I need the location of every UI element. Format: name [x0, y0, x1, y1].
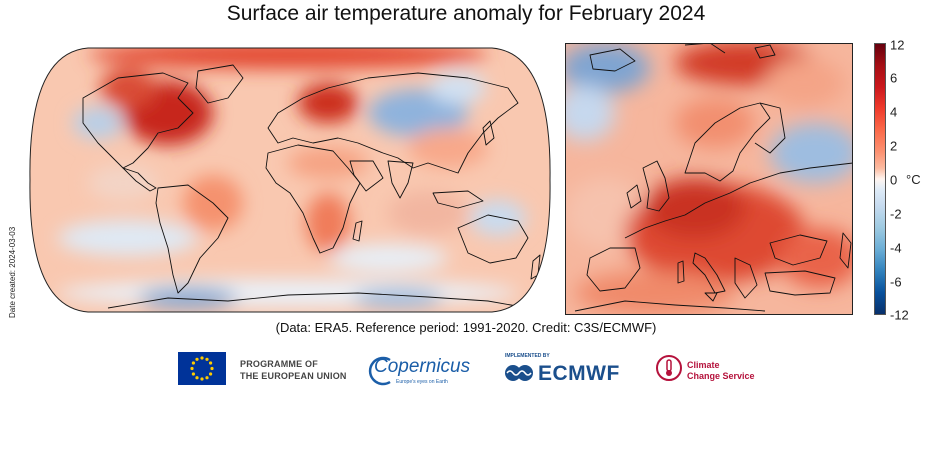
ecmwf-implemented-label: IMPLEMENTED BY	[505, 353, 550, 359]
colorbar-tick: -2	[890, 206, 902, 222]
copernicus-wordmark: Copernicus	[374, 356, 471, 377]
eu-text-line: PROGRAMME OF	[240, 359, 318, 369]
c3s-wordmark: Climate Change Service	[687, 360, 755, 382]
world-anomaly-map	[29, 47, 551, 313]
colorbar	[874, 43, 886, 315]
colorbar-unit: °C	[906, 172, 921, 187]
c3s-thermometer-icon	[655, 354, 683, 382]
ecmwf-wave-icon	[504, 364, 534, 382]
eu-flag-logo	[178, 352, 226, 385]
eu-text-line: THE EUROPEAN UNION	[240, 371, 347, 381]
ecmwf-wordmark: ECMWF	[538, 362, 620, 385]
copernicus-tagline: Europe's eyes on Earth	[396, 379, 448, 385]
europe-anomaly-map	[565, 43, 853, 315]
page-title: Surface air temperature anomaly for Febr…	[226, 2, 706, 25]
copernicus-logo: Copernicus Europe's eyes on Earth	[368, 352, 471, 392]
c3s-text-line: Climate	[687, 360, 720, 370]
colorbar-tick: -12	[890, 307, 909, 323]
date-created-label: Date created: 2024-03-03	[8, 226, 17, 318]
colorbar-tick: -4	[890, 240, 902, 256]
eu-programme-text: PROGRAMME OF THE EUROPEAN UNION	[240, 358, 347, 382]
colorbar-tick: 4	[890, 104, 898, 120]
credit-line: (Data: ERA5. Reference period: 1991-2020…	[275, 320, 657, 335]
colorbar-tick: 12	[890, 37, 905, 53]
colorbar-tick: 6	[890, 70, 898, 86]
colorbar-tick: 0	[890, 172, 898, 188]
colorbar-tick: -6	[890, 274, 902, 290]
c3s-text-line: Change Service	[687, 371, 755, 381]
colorbar-tick: 2	[890, 138, 898, 154]
